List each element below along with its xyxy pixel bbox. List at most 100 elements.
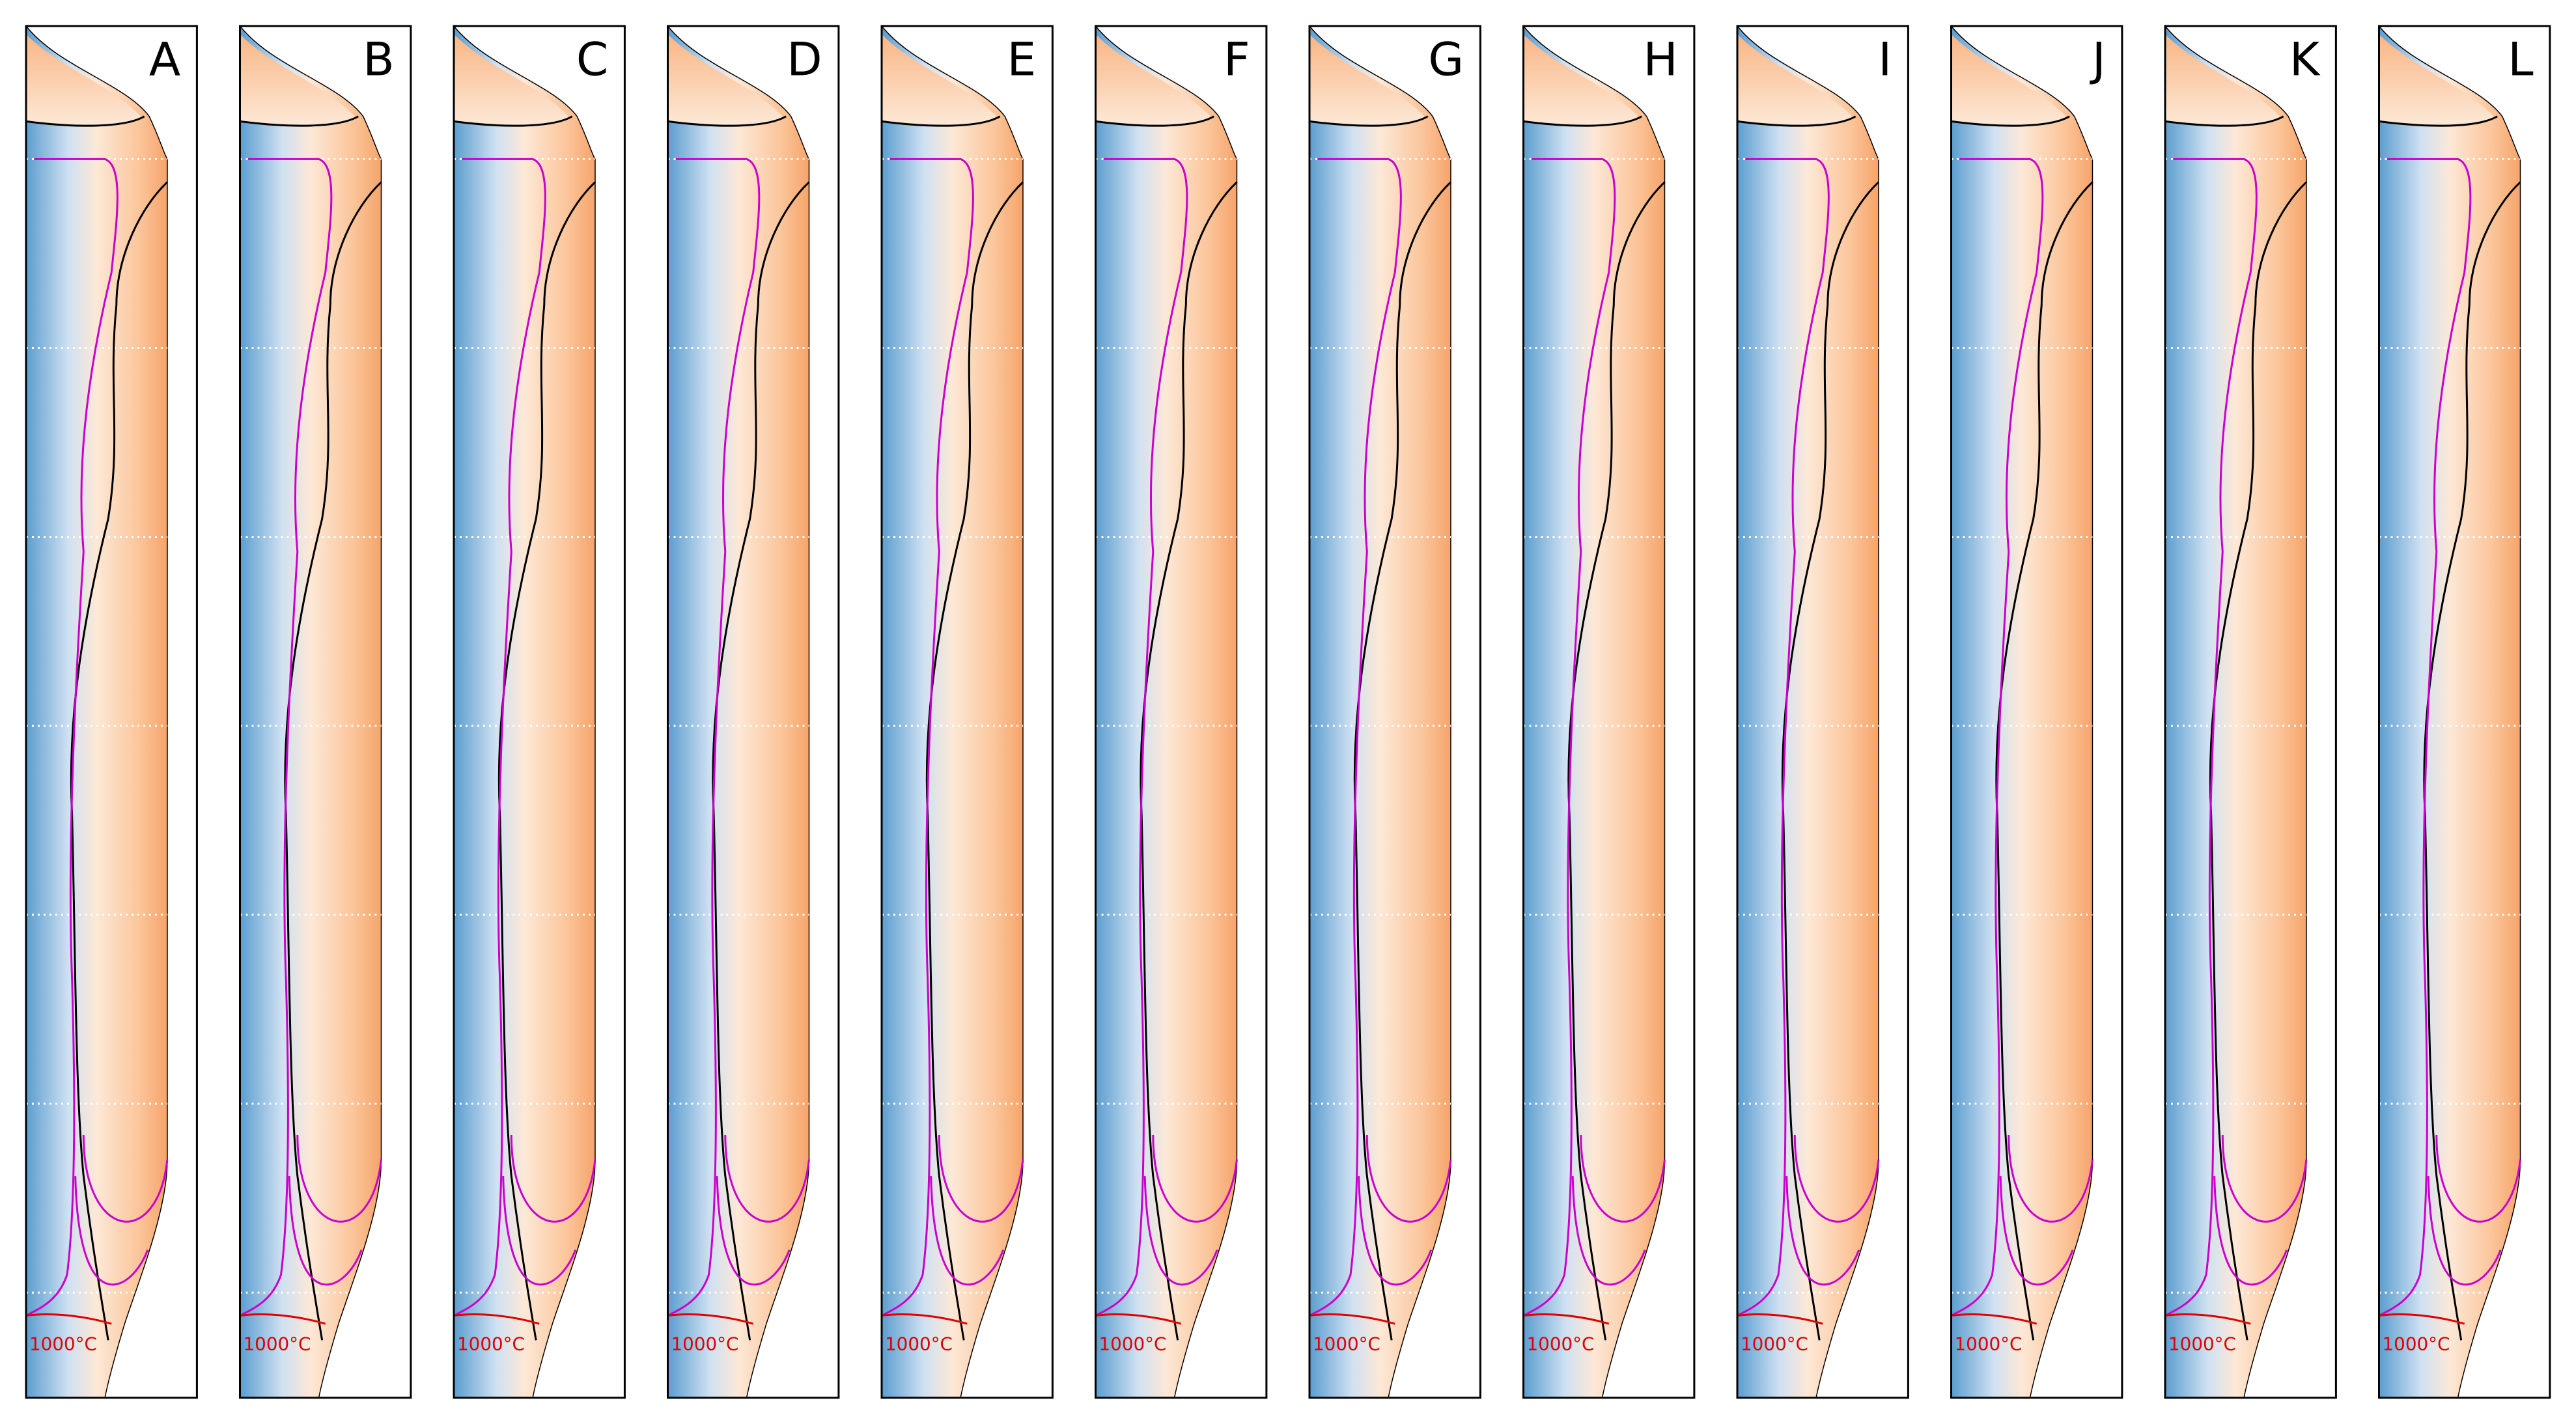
magenta-line	[240, 159, 331, 1315]
panel: 1000°C E	[882, 26, 1052, 1398]
panel: 1000°C G	[1309, 26, 1480, 1398]
top-cap	[1737, 34, 1853, 125]
panel-frame	[1309, 26, 1480, 1398]
magenta-line	[2437, 1135, 2521, 1221]
magenta-line	[2165, 159, 2256, 1315]
magenta-line	[1524, 159, 1615, 1315]
temperature-field	[667, 26, 809, 1398]
panel-frame	[2165, 26, 2336, 1398]
magenta-line	[1359, 1176, 1431, 1285]
panel-label: C	[576, 33, 608, 87]
panel: 1000°C B	[240, 26, 411, 1398]
panel-frame	[882, 26, 1052, 1398]
temperature-field	[454, 26, 595, 1398]
magenta-line	[1145, 1176, 1217, 1285]
isotherm-label: 1000°C	[2168, 1333, 2236, 1355]
panel: 1000°C I	[1737, 26, 1908, 1398]
magenta-line	[1787, 1176, 1859, 1285]
magenta-line	[1096, 159, 1187, 1315]
isotherm-label: 1000°C	[29, 1333, 97, 1355]
isotherm-line	[1524, 1315, 1609, 1324]
top-cap	[2379, 34, 2495, 125]
temperature-field	[1309, 26, 1451, 1398]
top-cap	[1095, 34, 1211, 125]
panel-frame	[1524, 26, 1694, 1398]
panel-label: B	[363, 33, 394, 87]
panel-frame	[454, 26, 624, 1398]
magenta-line	[1309, 159, 1401, 1315]
top-cap	[1951, 34, 2067, 125]
top-cap	[1523, 34, 1639, 125]
panel-label: F	[1224, 33, 1250, 87]
top-cap	[240, 34, 356, 125]
magenta-line	[882, 159, 973, 1315]
magenta-line	[298, 1135, 382, 1221]
isotherm-label: 1000°C	[671, 1333, 739, 1355]
panel-frame	[2379, 26, 2550, 1398]
temperature-field	[2165, 26, 2306, 1398]
isotherm-label: 1000°C	[1955, 1333, 2023, 1355]
magenta-line	[1153, 1135, 1237, 1221]
magenta-line	[1581, 1135, 1665, 1221]
top-cap	[454, 34, 569, 125]
panel: 1000°C L	[2379, 26, 2550, 1398]
magenta-line	[26, 159, 117, 1315]
magenta-line	[1573, 1176, 1645, 1285]
panel-label: E	[1007, 33, 1037, 87]
isotherm-label: 1000°C	[1741, 1333, 1808, 1355]
magenta-line	[503, 1176, 576, 1285]
magenta-line	[668, 159, 759, 1315]
panel-label: K	[2289, 33, 2321, 87]
temperature-field	[1095, 26, 1237, 1398]
isotherm-line	[26, 1315, 111, 1324]
panel-frame	[240, 26, 411, 1398]
magenta-line	[454, 159, 545, 1315]
magenta-line	[511, 1135, 595, 1221]
panel: 1000°C K	[2165, 26, 2336, 1398]
isotherm-line	[240, 1315, 326, 1324]
top-cap	[667, 34, 783, 125]
magenta-line	[83, 1135, 167, 1221]
magenta-line	[725, 1135, 809, 1221]
magenta-line	[289, 1176, 361, 1285]
temperature-field	[26, 26, 167, 1398]
panel: 1000°C C	[454, 26, 624, 1398]
temperature-field	[1951, 26, 2093, 1398]
isotherm-label: 1000°C	[1099, 1333, 1167, 1355]
isotherm-label: 1000°C	[2383, 1333, 2450, 1355]
isotherm-line	[1737, 1315, 1823, 1324]
top-cap	[2165, 34, 2280, 125]
top-cap	[1309, 34, 1425, 125]
panel-label: D	[787, 33, 822, 87]
panel-label: H	[1644, 33, 1678, 87]
panel-frame	[26, 26, 197, 1398]
panel-label: J	[2090, 33, 2106, 87]
magenta-line	[1952, 159, 2043, 1315]
isotherm-label: 1000°C	[457, 1333, 525, 1355]
magenta-line	[2000, 1176, 2073, 1285]
magenta-line	[1367, 1135, 1451, 1221]
magenta-line	[2379, 159, 2471, 1315]
panel-label: I	[1878, 33, 1892, 87]
isotherm-line	[1952, 1315, 2037, 1324]
temperature-field	[1523, 26, 1665, 1398]
temperature-field	[1737, 26, 1879, 1398]
panel-label: L	[2508, 33, 2533, 87]
magenta-line	[931, 1176, 1003, 1285]
magenta-line	[2215, 1176, 2287, 1285]
temperature-field	[882, 26, 1023, 1398]
panel-label: G	[1428, 33, 1464, 87]
isotherm-line	[668, 1315, 753, 1324]
panel-label: A	[149, 33, 180, 87]
isotherm-label: 1000°C	[244, 1333, 311, 1355]
isotherm-label: 1000°C	[885, 1333, 953, 1355]
magenta-line	[1737, 159, 1828, 1315]
panel-frame	[1952, 26, 2122, 1398]
magenta-line	[939, 1135, 1023, 1221]
isotherm-line	[2165, 1315, 2250, 1324]
panel: 1000°C H	[1524, 26, 1694, 1398]
magenta-line	[1795, 1135, 1879, 1221]
magenta-line	[2428, 1176, 2500, 1285]
isotherm-label: 1000°C	[1527, 1333, 1595, 1355]
